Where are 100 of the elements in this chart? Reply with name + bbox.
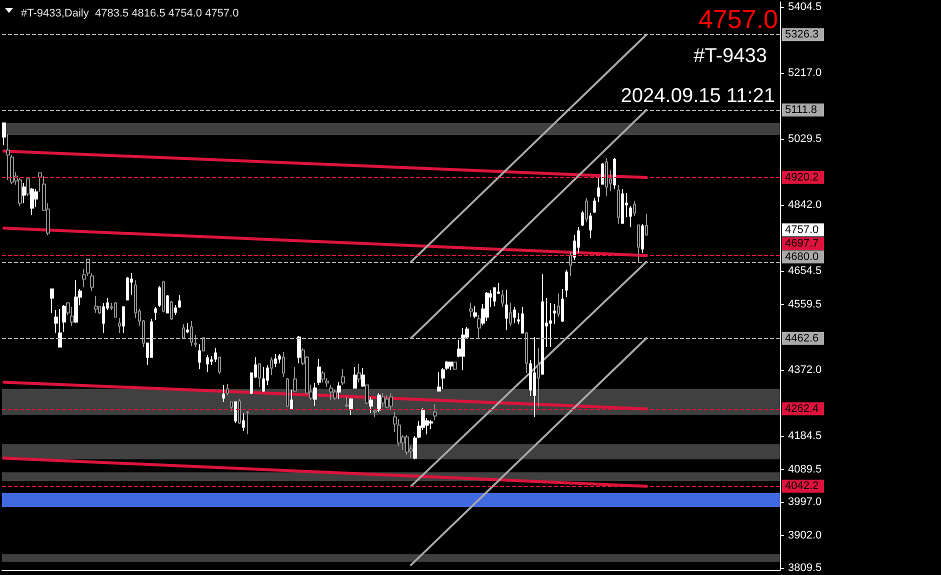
candlestick xyxy=(385,394,389,409)
candlestick xyxy=(242,412,245,432)
candlestick xyxy=(2,122,6,146)
candlestick xyxy=(206,354,209,372)
y-tick-label: 5404.5 xyxy=(788,1,822,14)
candlestick xyxy=(641,223,644,254)
candlestick xyxy=(553,304,556,325)
candlestick xyxy=(278,354,281,364)
candlestick xyxy=(525,331,528,374)
candlestick xyxy=(329,384,333,401)
y-tick-label: 5029.5 xyxy=(788,132,822,145)
candlestick xyxy=(629,205,632,228)
candlestick xyxy=(297,336,301,364)
ref-line-label: 4697.7 xyxy=(785,238,819,250)
candlestick xyxy=(230,401,233,412)
candlestick xyxy=(477,314,481,338)
candlestick xyxy=(365,384,369,404)
text: 4757.0 xyxy=(785,224,819,236)
candlestick xyxy=(633,200,636,217)
candlestick xyxy=(597,178,600,203)
candlestick xyxy=(637,224,640,264)
candlestick xyxy=(226,383,229,396)
candlestick xyxy=(290,389,293,410)
candlestick xyxy=(30,188,34,216)
candlestick xyxy=(473,306,477,319)
candlestick xyxy=(373,408,377,418)
candlestick xyxy=(222,384,225,402)
candlestick xyxy=(345,396,349,408)
candlestick xyxy=(341,368,345,386)
y-tick-label: 3997.0 xyxy=(788,496,822,508)
candlestick xyxy=(585,197,588,223)
candlestick xyxy=(381,392,385,408)
candlestick xyxy=(505,290,508,331)
candlestick xyxy=(62,304,66,332)
candlestick xyxy=(589,212,592,238)
candlestick xyxy=(561,288,564,323)
candlestick xyxy=(601,162,604,185)
y-tick-label: 4842.0 xyxy=(788,198,822,211)
candlestick xyxy=(270,356,273,376)
candlestick xyxy=(613,158,616,190)
candlestick xyxy=(74,280,78,324)
candlestick xyxy=(182,324,185,338)
annotation: 2024.09.15 11:21 xyxy=(620,85,775,107)
candlestick xyxy=(449,362,453,370)
candlestick xyxy=(493,286,496,307)
candlestick xyxy=(349,398,353,416)
ref-line-label: 4920.2 xyxy=(785,171,819,184)
candlestick xyxy=(202,336,205,352)
candlestick xyxy=(234,401,237,424)
candlestick xyxy=(501,290,504,308)
candlestick xyxy=(645,213,648,236)
candlestick xyxy=(541,274,544,375)
candlestick xyxy=(533,336,536,418)
candlestick xyxy=(166,294,169,314)
candlestick xyxy=(258,362,261,388)
candlestick xyxy=(321,370,325,383)
candlestick xyxy=(114,302,117,318)
candlestick xyxy=(569,252,572,276)
candlestick xyxy=(198,344,201,370)
candlestick xyxy=(461,328,465,370)
candlestick xyxy=(194,334,197,348)
candlestick xyxy=(286,377,289,408)
y-tick-label: 4089.5 xyxy=(788,464,822,476)
candlestick xyxy=(70,306,74,326)
y-tick-label: 3809.5 xyxy=(788,562,822,574)
chart-title: #T-9433,Daily 4783.5 4816.5 4754.0 4757.0 xyxy=(21,8,239,20)
candlestick xyxy=(26,178,30,197)
ref-line-label: 5111.8 xyxy=(785,104,818,116)
candlestick xyxy=(154,306,157,320)
candlestick xyxy=(22,182,26,204)
candlestick xyxy=(122,306,125,334)
candlestick xyxy=(190,320,193,346)
y-tick-label: 4654.5 xyxy=(788,264,822,277)
candlestick xyxy=(162,280,165,313)
candlestick xyxy=(214,348,217,363)
candlestick xyxy=(513,306,516,324)
candlestick xyxy=(437,371,441,392)
candlestick xyxy=(246,410,249,435)
candlestick xyxy=(453,362,457,370)
candlestick xyxy=(274,354,277,368)
candlestick xyxy=(293,366,297,393)
candlestick xyxy=(485,292,489,322)
candlestick xyxy=(282,351,285,378)
candlestick xyxy=(186,322,189,334)
candlestick xyxy=(621,188,624,224)
y-tick-label: 4372.0 xyxy=(788,364,822,376)
candlestick xyxy=(118,318,121,334)
candlestick xyxy=(94,296,98,314)
ref-line-label: 4262.4 xyxy=(785,402,819,415)
candlestick xyxy=(605,158,608,197)
candlestick xyxy=(353,366,357,389)
candlestick xyxy=(58,308,62,348)
candlestick xyxy=(617,184,620,224)
annotation: 4757.0 xyxy=(698,4,778,34)
candlestick xyxy=(377,392,381,413)
candlestick xyxy=(178,294,181,308)
candlestick xyxy=(405,434,409,456)
y-tick-label: 5217.0 xyxy=(788,67,822,80)
candlestick xyxy=(565,270,568,298)
candlestick xyxy=(218,356,221,375)
